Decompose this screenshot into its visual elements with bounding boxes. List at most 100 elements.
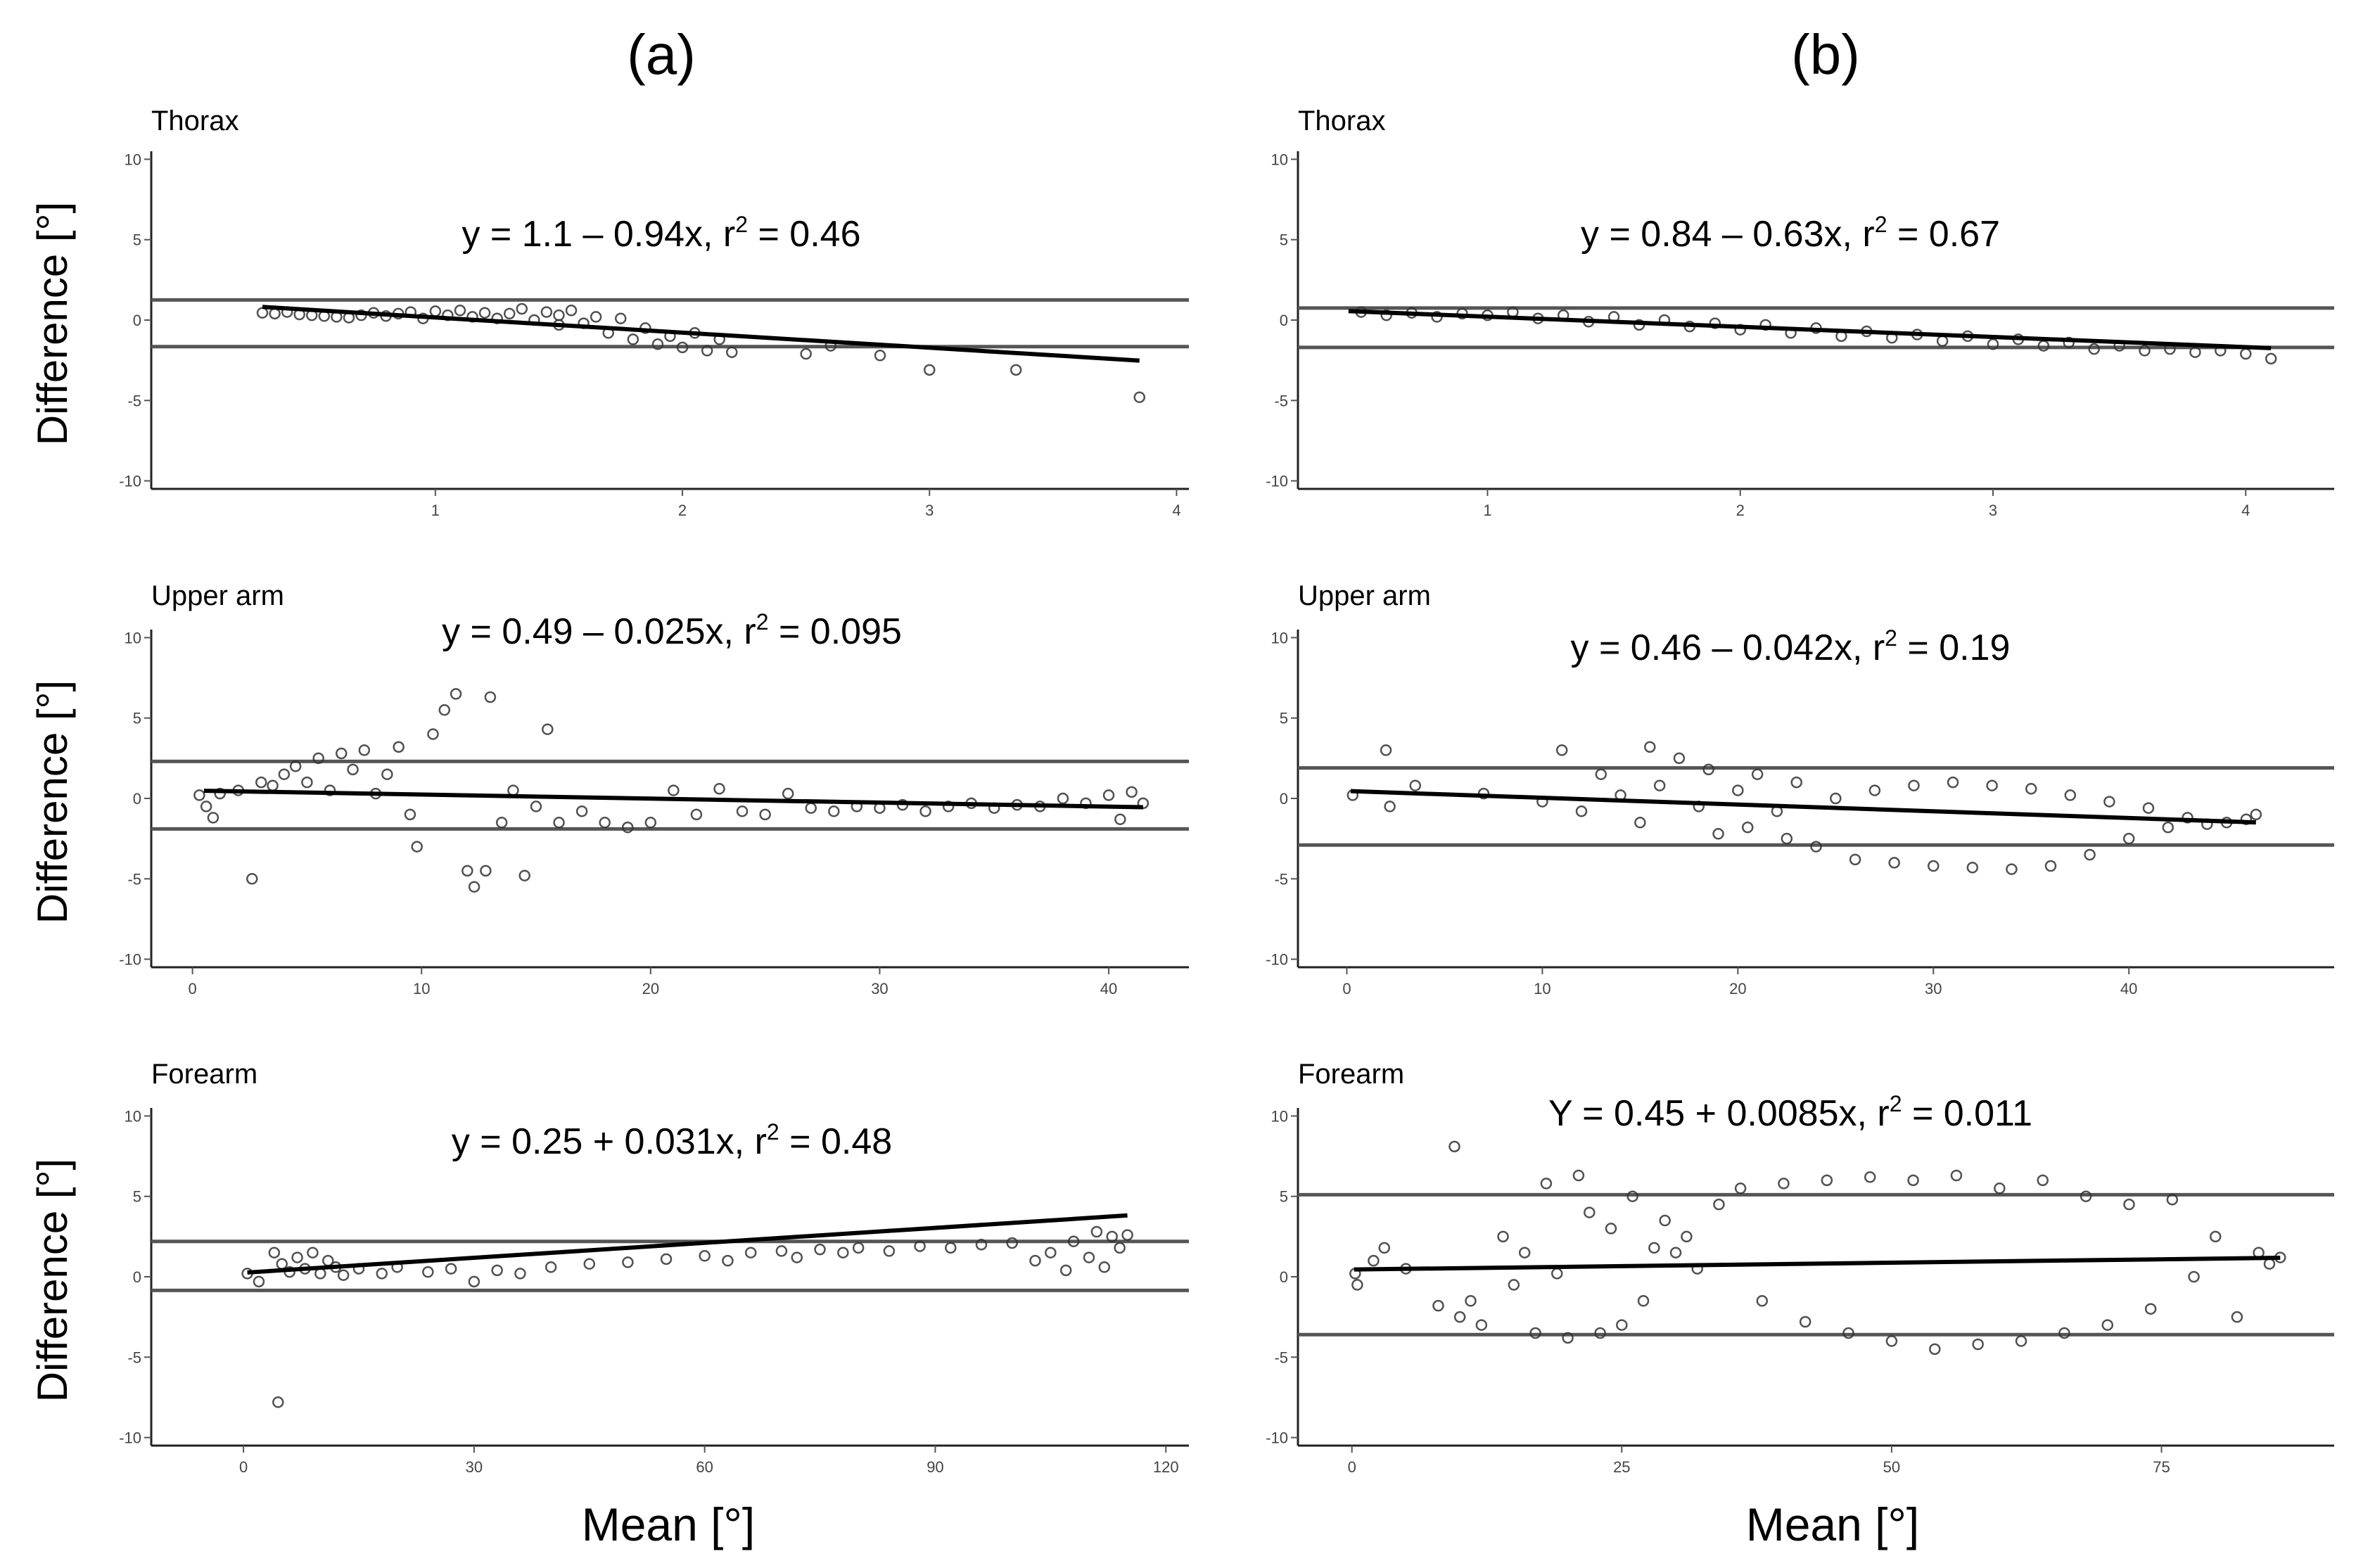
data-point: [376, 1268, 388, 1280]
data-point: [791, 1251, 803, 1263]
data-point: [256, 307, 269, 319]
data-point: [919, 805, 931, 817]
data-point: [1987, 338, 1999, 350]
data-point: [1106, 1230, 1118, 1243]
data-point: [1950, 1169, 1963, 1182]
y-tick-label: 10: [125, 1107, 141, 1125]
data-point: [1713, 1198, 1725, 1211]
data-point: [722, 1254, 734, 1267]
data-point: [699, 1250, 711, 1262]
data-point: [454, 305, 466, 317]
x-tick-label: 30: [466, 1458, 483, 1476]
data-point: [503, 307, 516, 320]
data-point: [404, 808, 416, 821]
data-point: [2088, 343, 2100, 355]
data-point: [1133, 391, 1146, 403]
data-point: [540, 306, 553, 318]
data-point: [1702, 763, 1714, 776]
data-point: [759, 808, 771, 821]
data-point: [1849, 853, 1861, 866]
data-point: [2058, 1327, 2070, 1339]
x-tick-label: 10: [413, 980, 430, 997]
data-point: [2209, 1230, 2222, 1243]
data-point: [2025, 783, 2037, 795]
data-point: [590, 311, 602, 323]
data-point: [246, 873, 258, 885]
y-tick-label: 0: [1280, 790, 1288, 808]
data-point: [1888, 857, 1900, 869]
data-point: [1006, 1237, 1018, 1249]
x-tick-label: 0: [188, 980, 196, 997]
column-title-b: (b): [1791, 23, 1860, 86]
data-point: [2103, 796, 2115, 808]
x-tick-label: 3: [925, 502, 934, 519]
data-point: [1830, 792, 1842, 805]
data-point: [627, 333, 639, 345]
regression-line: [1350, 789, 2256, 825]
data-point: [2250, 808, 2262, 821]
data-point: [782, 787, 794, 800]
data-point: [1448, 1140, 1460, 1153]
data-point: [1986, 779, 1998, 791]
panel-title: Thorax: [151, 106, 239, 136]
data-point: [307, 1247, 319, 1258]
data-point: [1384, 801, 1396, 812]
data-point: [1453, 1311, 1466, 1323]
data-point: [615, 312, 627, 324]
data-point: [1594, 1327, 1606, 1339]
x-axis-label-a: Mean [°]: [582, 1498, 756, 1550]
x-tick-label: 0: [239, 1458, 248, 1476]
data-point: [267, 779, 279, 791]
data-point: [644, 817, 657, 829]
data-point: [583, 1258, 596, 1270]
y-tick-label: -10: [1266, 951, 1288, 969]
data-point: [713, 783, 725, 795]
data-point: [1885, 1335, 1898, 1347]
data-point: [1584, 1206, 1596, 1218]
data-point: [726, 346, 738, 358]
data-point: [1475, 1319, 1488, 1331]
y-tick-label: -5: [1274, 392, 1288, 409]
y-axis-label-row-3: Difference [°]: [29, 1159, 76, 1402]
data-point: [2006, 863, 2018, 875]
data-point: [1351, 1279, 1363, 1291]
data-point: [1059, 1264, 1072, 1277]
data-point: [2240, 348, 2252, 360]
data-point: [1626, 1190, 1638, 1202]
x-tick-label: 4: [2241, 502, 2250, 519]
data-point: [2063, 336, 2075, 349]
data-point: [2265, 352, 2277, 365]
data-point: [347, 763, 359, 776]
data-point: [1868, 784, 1881, 796]
data-point: [214, 787, 226, 800]
data-point: [660, 1253, 673, 1266]
data-point: [1741, 821, 1754, 834]
y-tick-label: -5: [1274, 870, 1288, 888]
y-axis-label-row-1: Difference [°]: [29, 202, 76, 445]
regression-line: [247, 1213, 1128, 1275]
data-point: [1137, 797, 1150, 810]
data-point: [1842, 1327, 1854, 1339]
data-point: [599, 817, 611, 829]
data-point: [480, 865, 492, 877]
data-point: [358, 744, 371, 756]
data-point: [193, 789, 205, 801]
x-tick-label: 4: [1172, 502, 1180, 519]
data-point: [1929, 1343, 1941, 1356]
data-point: [495, 817, 508, 829]
y-tick-label: 0: [1280, 312, 1288, 329]
data-point: [1497, 1230, 1509, 1243]
panel-2: Thorax -10 -5 0 5 10 1 2 3 4 y = 0.84 – 0.63x, r2 …: [1266, 106, 2334, 519]
data-point: [1637, 1295, 1650, 1307]
data-point: [1045, 1247, 1057, 1258]
data-point: [445, 1263, 457, 1275]
regression-equation: Y = 0.45 + 0.0085x, r2 = 0.011: [1548, 1091, 2032, 1134]
data-point: [2139, 345, 2151, 357]
data-point: [565, 305, 578, 317]
data-point: [2123, 1198, 2135, 1211]
data-point: [744, 1247, 757, 1258]
data-point: [1648, 1242, 1660, 1254]
data-point: [1799, 1315, 1811, 1328]
panel-title: Forearm: [1298, 1059, 1404, 1090]
x-tick-label: 3: [1989, 502, 1997, 519]
